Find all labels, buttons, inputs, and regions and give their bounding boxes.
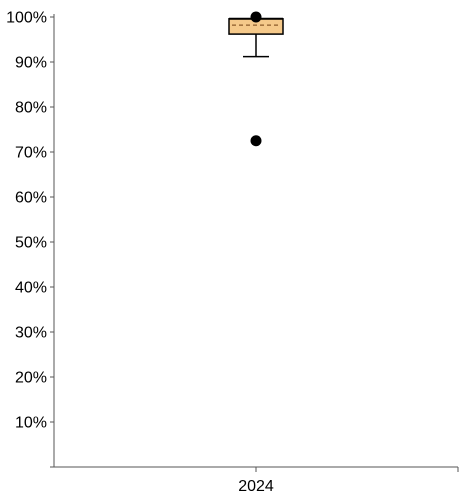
y-tick-label: 80% — [15, 100, 47, 117]
x-tick-label: 2024 — [238, 478, 274, 492]
x-axis-ticks: 2024 — [238, 467, 459, 492]
y-tick-label: 100% — [6, 10, 47, 27]
outlier-point — [250, 11, 262, 23]
y-tick-label: 60% — [15, 190, 47, 207]
y-tick-label: 10% — [15, 415, 47, 432]
outlier-point — [250, 135, 262, 147]
box-series — [228, 11, 284, 147]
y-tick-label: 30% — [15, 325, 47, 342]
y-tick-label: 20% — [15, 370, 47, 387]
y-axis-ticks: 10% 20% 30% 40% 50% 60% 70% 80% 90% 100% — [6, 10, 54, 468]
axes — [53, 14, 458, 468]
y-tick-label: 50% — [15, 235, 47, 252]
y-tick-label: 70% — [15, 145, 47, 162]
y-tick-label: 90% — [15, 55, 47, 72]
y-tick-label: 40% — [15, 280, 47, 297]
